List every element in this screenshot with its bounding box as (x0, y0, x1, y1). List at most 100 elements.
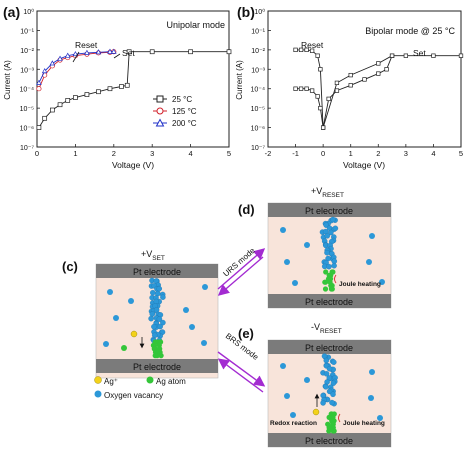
y-tick-label: 10⁻⁷ (251, 145, 265, 152)
x-tick-label: 3 (150, 149, 154, 158)
legend-vacancy: Oxygen vacancy (104, 391, 163, 400)
ag-atom-particle (158, 353, 164, 359)
data-point (126, 49, 132, 55)
data-point (49, 60, 56, 66)
panel-a-reset-annotation: Reset (75, 40, 98, 50)
data-point (119, 84, 124, 89)
vacancy-particle (151, 323, 157, 330)
data-point (431, 53, 436, 58)
data-point (458, 53, 464, 58)
ag-ion-particle (130, 330, 138, 338)
y-tick-label: 10⁻³ (251, 67, 265, 74)
vacancy-particle (160, 319, 166, 326)
vacancy-particle (326, 365, 333, 372)
vacancy-particle (331, 359, 337, 365)
ag-atom-particle (326, 428, 332, 434)
data-point (334, 80, 340, 86)
vacancy-particle (324, 233, 331, 239)
data-point (315, 94, 320, 99)
panel-a-frame (36, 10, 230, 148)
x-tick-label: 5 (459, 149, 463, 158)
legend-25c: 25 °C (172, 95, 192, 104)
panel-b-xlabel: Voltage (V) (343, 160, 385, 170)
x-tick-label: 4 (189, 149, 193, 158)
vacancy-particle (284, 393, 290, 399)
panel-e-bottom-electrode-label: Pt electrode (305, 436, 353, 446)
panel-a-xlabel: Voltage (V) (112, 160, 154, 170)
data-point (73, 95, 78, 100)
x-tick-label: 1 (73, 149, 77, 158)
ag-atom-particle (121, 345, 127, 351)
y-tick-label: 10⁻⁴ (20, 87, 35, 94)
vacancy-particle (183, 307, 189, 313)
x-tick-label: 5 (227, 149, 231, 158)
data-point (64, 52, 71, 58)
data-point (304, 86, 309, 91)
panel-a-mode: Unipolar mode (166, 20, 225, 30)
vacancy-particle (326, 263, 332, 270)
vacancy-particle (304, 377, 310, 383)
vacancy-particle (292, 280, 298, 286)
panel-d-joule-heating: Joule heating (339, 281, 381, 288)
ag-atom-particle (323, 269, 329, 275)
panel-a-set-annotation: Set (122, 48, 135, 58)
ag-atom-particle (152, 353, 158, 359)
panel-e-filament (320, 353, 338, 434)
vacancy-particle (323, 357, 330, 364)
panel-b-ylabel: Current (A) (235, 60, 244, 100)
vacancy-particle (280, 363, 286, 369)
y-tick-label: 10⁻⁴ (251, 87, 266, 94)
ag-ion-particle (312, 408, 320, 416)
panel-c-top-electrode (96, 264, 218, 278)
vacancy-particle (280, 227, 286, 233)
panel-e-top-electrode (268, 340, 391, 354)
panel-e-schematic: (e) -VRESET Pt electrode Pt electrode Re… (238, 322, 392, 448)
vacancy-particle (107, 289, 113, 295)
vacancy-particle (156, 316, 163, 322)
data-point (384, 67, 389, 72)
legend-ag-atom-marker (146, 376, 154, 384)
y-tick-label: 10⁻⁵ (20, 106, 34, 113)
panel-c-filament (148, 277, 166, 359)
panel-d-top-electrode (268, 203, 391, 217)
data-point (72, 51, 79, 57)
data-point (376, 61, 381, 66)
panel-d-bottom-electrode-label: Pt electrode (305, 297, 353, 307)
data-point (334, 88, 340, 93)
urs-arrow-back (217, 256, 264, 296)
x-tick-label: 2 (376, 149, 380, 158)
vacancy-particle (323, 371, 330, 377)
urs-arrow-forward (217, 248, 266, 290)
data-point (318, 67, 323, 72)
data-point (149, 49, 155, 55)
panel-c-schematic: (c) +VSET Pt electrode Pt electrode Ag⁺ … (62, 249, 219, 400)
panel-b-reset-annotation: Reset (301, 40, 324, 50)
x-tick-label: 4 (431, 149, 435, 158)
vacancy-particle (323, 384, 329, 390)
panel-d-voltage: +VRESET (311, 186, 344, 199)
vacancy-particle (149, 311, 156, 317)
data-point (389, 53, 395, 58)
urs-mode-label: URS mode (221, 246, 257, 279)
data-point (36, 86, 42, 92)
vacancy-particle (290, 412, 296, 418)
legend-200c: 200 °C (172, 119, 197, 128)
vacancy-particle (113, 315, 119, 321)
vacancy-particle (330, 216, 336, 223)
data-point (298, 86, 304, 91)
data-point (403, 53, 409, 58)
data-point (348, 83, 353, 88)
panel-b-plot: (b) Bipolar mode @ 25 °C Current (A) Vol… (235, 4, 464, 170)
vacancy-particle (332, 225, 339, 232)
x-tick-label: 2 (112, 149, 116, 158)
data-point (315, 53, 320, 58)
data-point (95, 49, 102, 55)
vacancy-particle (320, 400, 326, 406)
legend-ag-ion: Ag⁺ (104, 377, 118, 386)
y-tick-label: 10⁻⁷ (20, 145, 34, 152)
vacancy-particle (330, 391, 336, 398)
y-tick-label: 10⁻¹ (251, 28, 265, 35)
vacancy-particle (128, 298, 134, 304)
y-tick-label: 10⁰ (23, 8, 34, 16)
